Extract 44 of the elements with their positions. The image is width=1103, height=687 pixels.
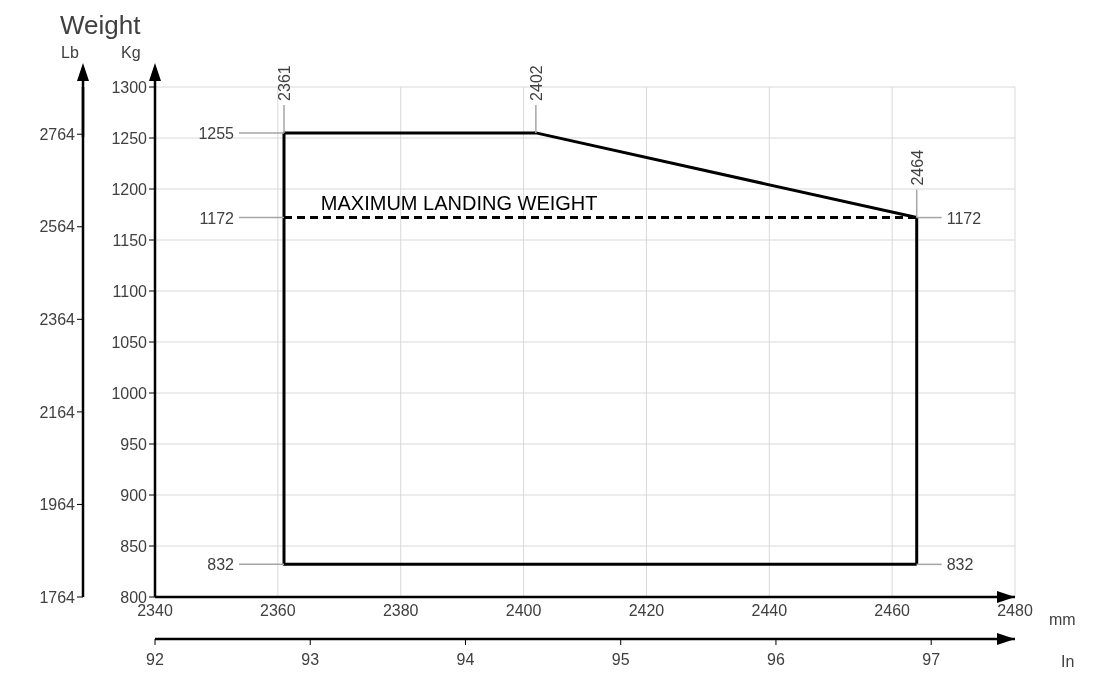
x2-tick-label: 94 [456, 651, 475, 668]
x-axis-title: mm [1049, 611, 1076, 629]
annotation: MAXIMUM LANDING WEIGHT [320, 191, 598, 214]
y-tick-label: 1200 [111, 180, 148, 198]
x2-tick-label: 95 [611, 651, 630, 668]
chart-title: Weight [60, 10, 141, 41]
annotation: 2361 [276, 65, 293, 101]
x2-tick-label: 93 [301, 651, 320, 668]
y-tick-label: 850 [120, 537, 148, 555]
y-tick-label: 950 [120, 435, 148, 453]
y-tick-label: 1250 [111, 129, 148, 147]
x2-tick-label: 96 [767, 651, 785, 668]
annotation: 2464 [908, 149, 926, 186]
y-tick-label: 1050 [111, 333, 148, 351]
x-tick-label: 2380 [382, 602, 419, 620]
annotation: 2402 [527, 65, 545, 101]
x-tick-label: 2440 [751, 602, 788, 620]
y2-tick-label: 2164 [39, 403, 76, 421]
annotation: 832 [207, 556, 235, 574]
x-tick-label: 2460 [874, 602, 911, 620]
y-tick-label: 1300 [111, 78, 148, 96]
annotation: 832 [946, 556, 974, 574]
y-axis-title: Kg [121, 44, 141, 62]
x2-axis-title: In [1061, 653, 1075, 671]
y2-tick-label: 2764 [39, 125, 76, 143]
y2-axis-title: Lb [61, 44, 79, 62]
x2-tick-label: 92 [146, 651, 164, 668]
y2-tick-label: 1764 [39, 588, 76, 606]
x-tick-label: 2400 [505, 602, 542, 620]
x-tick-label: 2480 [997, 602, 1033, 620]
y2-tick-label: 2364 [39, 311, 76, 328]
y-tick-label: 900 [120, 486, 148, 504]
x-tick-label: 2360 [260, 602, 296, 620]
y-tick-label: 1150 [112, 231, 148, 249]
y2-tick-label: 1964 [39, 496, 76, 514]
x2-tick-label: 97 [922, 651, 941, 668]
annotation: 1255 [198, 124, 235, 142]
y2-tick-label: 2564 [39, 218, 76, 236]
annotation: 1172 [946, 209, 982, 227]
y-tick-label: 1000 [111, 384, 148, 402]
annotation: 1172 [199, 209, 235, 227]
y-tick-label: 1100 [112, 282, 148, 300]
x-tick-label: 2420 [628, 602, 665, 620]
x-tick-label: 2340 [137, 602, 173, 620]
